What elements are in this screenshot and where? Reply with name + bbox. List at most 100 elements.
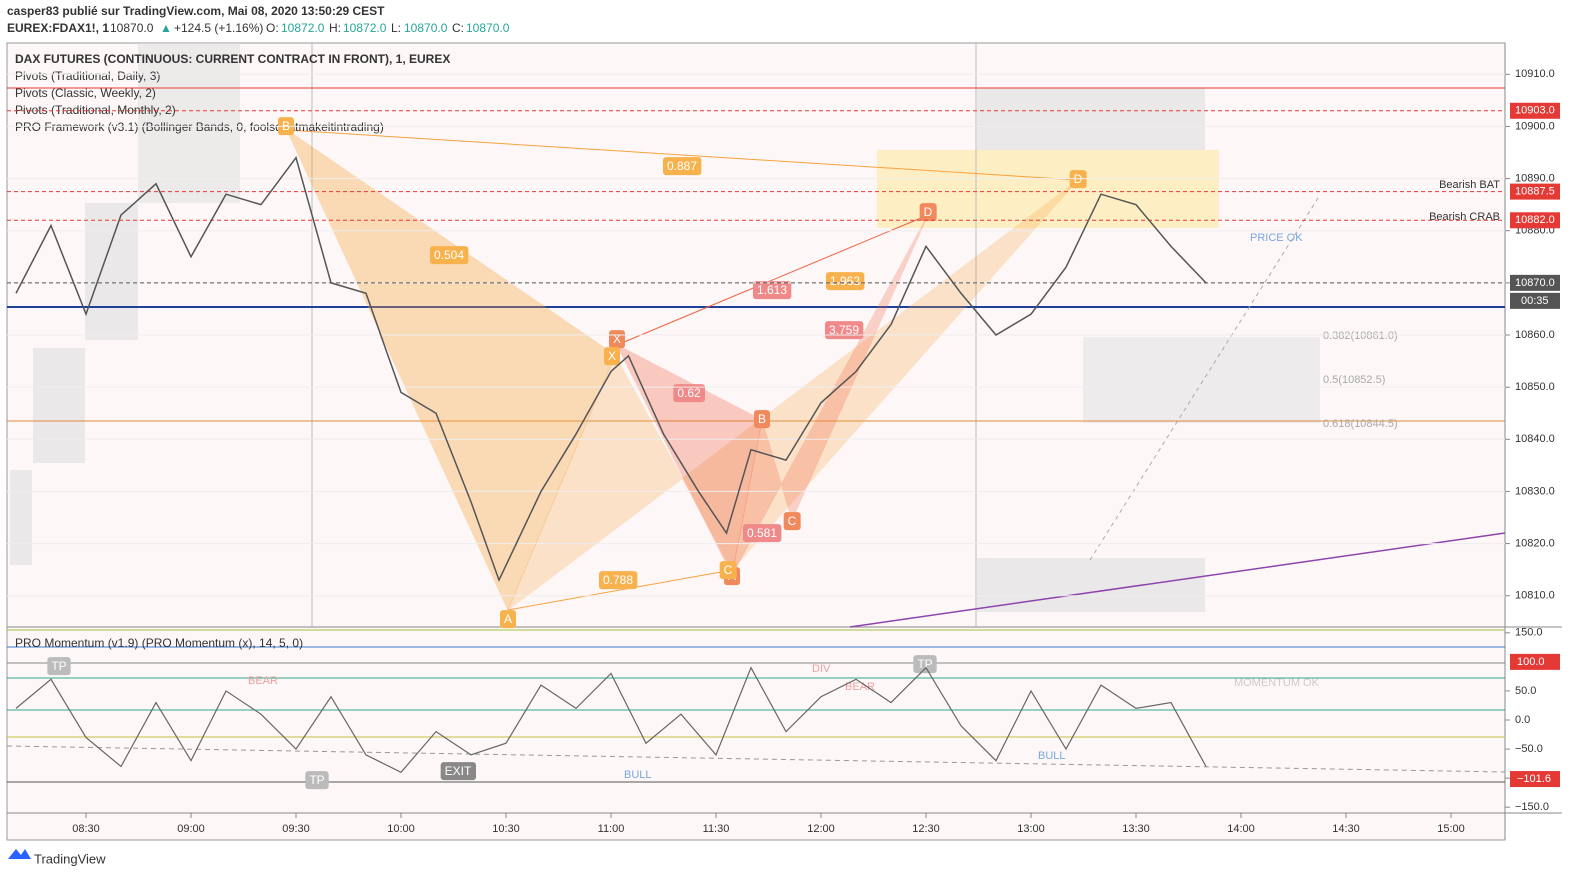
- tag-bg: [825, 272, 865, 291]
- momentum-line: [15, 666, 1207, 774]
- signal-tag: BEAR: [845, 681, 875, 693]
- brand: TradingView: [34, 851, 106, 866]
- price-badge-label: 10882.0: [1515, 214, 1555, 226]
- y-tick-label: 10900.0: [1515, 120, 1555, 132]
- y-tick-label: −50.0: [1515, 743, 1543, 755]
- momentum-badge: [1510, 653, 1560, 670]
- x-tick-label: 10:00: [387, 823, 415, 835]
- y-tick-label: 150.0: [1515, 627, 1543, 639]
- price-badge-label: 10870.0: [1515, 277, 1555, 289]
- tag-bg: [1069, 170, 1087, 189]
- signal-tag: BEAR: [248, 675, 278, 687]
- price-badge-label: 10903.0: [1515, 105, 1555, 117]
- h: 10872.0: [343, 21, 387, 35]
- tag-bg: [662, 157, 702, 176]
- price-badge: [1510, 183, 1560, 200]
- y-tick-label: 10810.0: [1515, 590, 1555, 602]
- ratio: 1.613: [757, 283, 787, 297]
- ratio: 1.962: [830, 274, 860, 288]
- x-tick-label: 13:00: [1017, 823, 1045, 835]
- tag-bg: [673, 384, 706, 403]
- x-tick-label: 10:30: [492, 823, 520, 835]
- price-badge: [1510, 274, 1560, 291]
- decorations: [6, 43, 1506, 859]
- tag-bg: [753, 410, 771, 429]
- tag-bg: [440, 762, 477, 781]
- chart-frame: [6, 42, 1506, 841]
- y-tick-label: 0.0: [1515, 714, 1530, 726]
- c-label: C:: [452, 21, 464, 35]
- change: +124.5 (+1.16%): [174, 21, 263, 35]
- legend-item: Pivots (Classic, Weekly, 2): [15, 86, 156, 100]
- tag-bg: [598, 571, 638, 590]
- ratio: 0.788: [603, 573, 633, 587]
- ohlc-row: EUREX:FDAX1!, 1 10870.0 ▲ +124.5 (+1.16%…: [7, 21, 510, 35]
- tag-bg: [499, 610, 517, 629]
- tag-bg: [742, 524, 782, 543]
- tag-bg: [783, 512, 801, 531]
- x-tick-label: 14:30: [1332, 823, 1360, 835]
- price-badge: [1510, 102, 1560, 119]
- pattern-point: X: [608, 349, 616, 363]
- tag-bg: [913, 655, 937, 674]
- tag-bg: [47, 657, 71, 676]
- ratio: 0.887: [667, 159, 697, 173]
- x-tick-label: 09:30: [282, 823, 310, 835]
- h-label: H:: [329, 21, 341, 35]
- y-tick-label: 10840.0: [1515, 433, 1555, 445]
- x-tick-label: 14:00: [1227, 823, 1255, 835]
- l-label: L:: [391, 21, 401, 35]
- x-tick-label: 12:30: [912, 823, 940, 835]
- signal-tag: TP: [51, 659, 66, 673]
- ratio: 3.759: [829, 323, 859, 337]
- arrow: ▲: [160, 21, 172, 35]
- x-tick-label: 08:30: [72, 823, 100, 835]
- pattern-name: Bearish BAT: [1439, 179, 1500, 191]
- y-tick-label: −150.0: [1515, 801, 1549, 813]
- momentum-badge: [1510, 771, 1560, 788]
- pattern-point: X: [613, 332, 621, 346]
- pattern-point: A: [504, 612, 512, 626]
- fib-level: 0.5(10852.5): [1323, 374, 1385, 386]
- l: 10870.0: [404, 21, 448, 35]
- momentum-badge-label: 100.0: [1517, 656, 1545, 668]
- signal-tag: MOMENTUM OK: [1234, 677, 1320, 689]
- countdown: 00:35: [1521, 295, 1549, 307]
- y-tick-label: 50.0: [1515, 685, 1536, 697]
- pattern-name: Bearish CRAB: [1429, 211, 1500, 223]
- publisher: casper83 publié sur TradingView.com, Mai…: [7, 4, 385, 18]
- symbol: EUREX:FDAX1!, 1: [7, 21, 109, 35]
- y-tick-label: 10830.0: [1515, 485, 1555, 497]
- pattern-point: C: [724, 563, 733, 577]
- pattern-point: D: [924, 205, 933, 219]
- signal-tag: EXIT: [445, 764, 472, 778]
- pattern-point: D: [1074, 172, 1083, 186]
- signal-tag: BULL: [1038, 750, 1066, 762]
- legend-item: Pivots (Traditional, Daily, 3): [15, 69, 160, 83]
- x-tick-label: 11:00: [598, 823, 625, 835]
- c: 10870.0: [466, 21, 510, 35]
- momentum-title: PRO Momentum (v1.9) (PRO Momentum (x), 1…: [15, 636, 303, 650]
- tag-bg: [919, 203, 937, 222]
- pattern-point: B: [758, 412, 766, 426]
- tag-bg: [719, 561, 737, 580]
- legend-item: PRO Framework (v3.1) (Bollinger Bands, 0…: [15, 120, 384, 134]
- last: 10870.0: [110, 21, 154, 35]
- ratio: 0.62: [677, 386, 701, 400]
- tag-bg: [752, 281, 792, 300]
- ratio: 0.504: [434, 248, 464, 262]
- legend-item: DAX FUTURES (CONTINUOUS: CURRENT CONTRAC…: [15, 52, 450, 66]
- x-tick-label: 13:30: [1122, 823, 1150, 835]
- tag-bg: [429, 246, 469, 265]
- price-badge: [1510, 212, 1560, 229]
- o: 10872.0: [281, 21, 325, 35]
- o-label: O:: [266, 21, 279, 35]
- ratio: 0.581: [747, 526, 777, 540]
- signal-tag: TP: [309, 773, 324, 787]
- pattern-point: C: [788, 514, 797, 528]
- y-tick-label: 10860.0: [1515, 329, 1555, 341]
- price-line: [15, 156, 1207, 583]
- x-tick-label: 09:00: [177, 823, 205, 835]
- fib-level: 0.382(10861.0): [1323, 330, 1398, 342]
